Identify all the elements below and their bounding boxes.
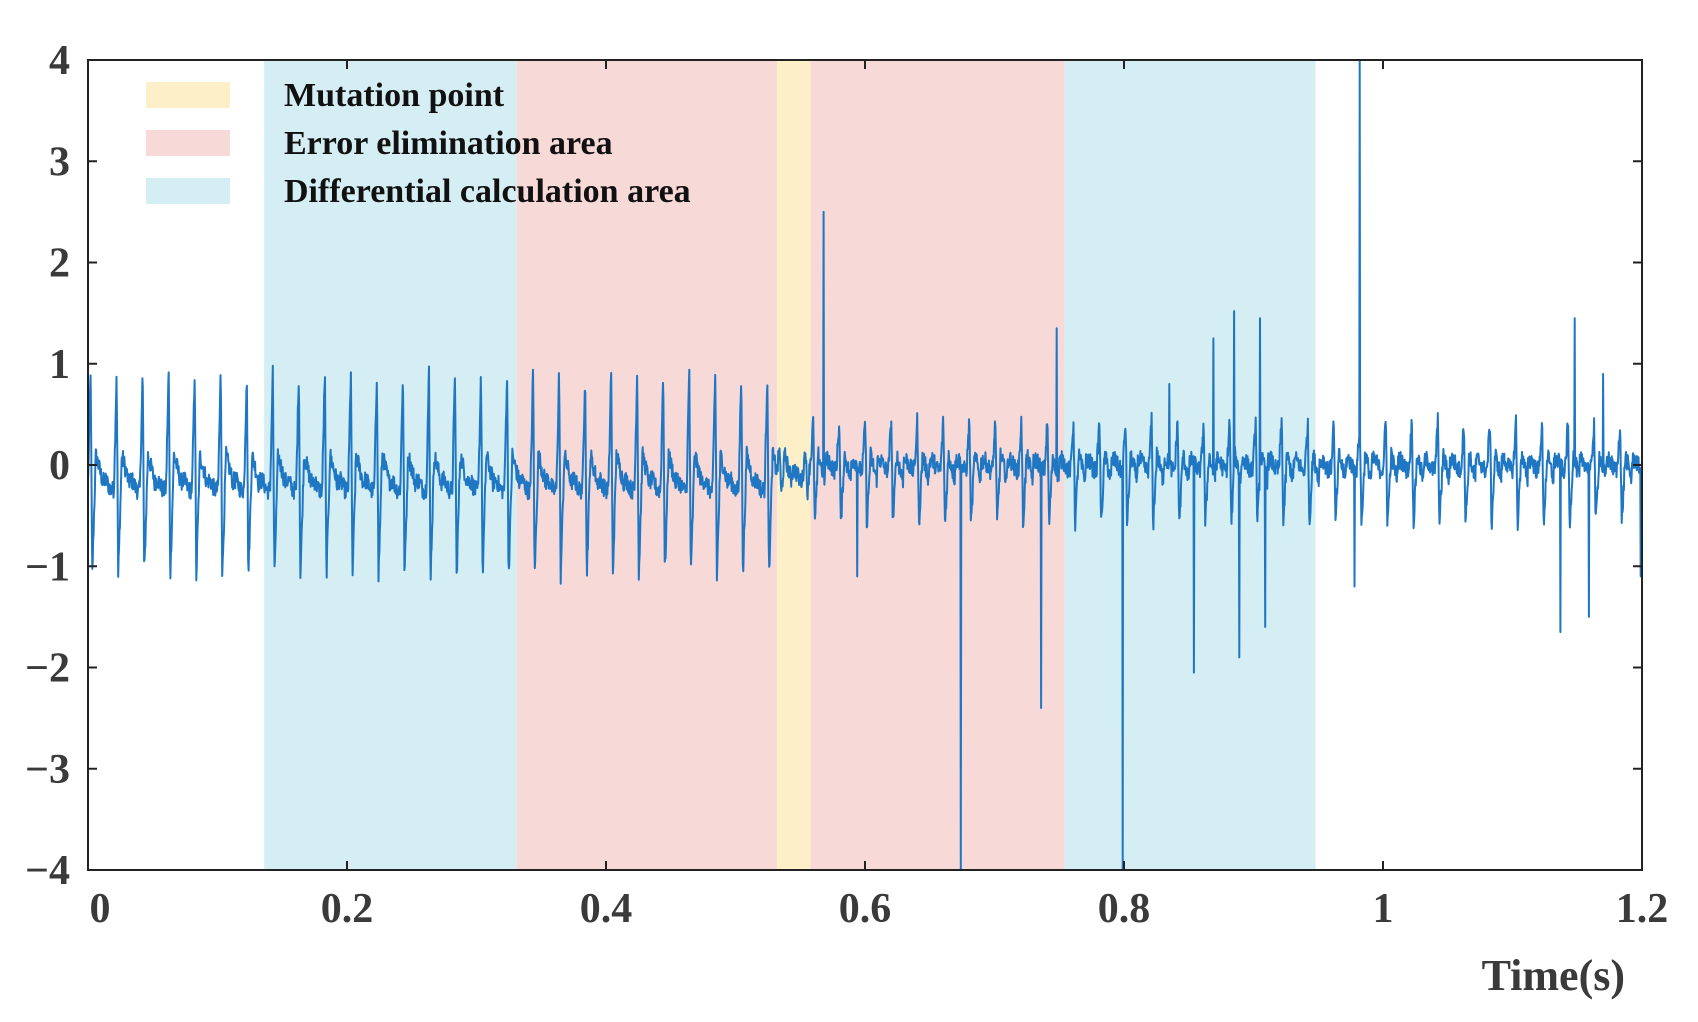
y-tick-label: −2 xyxy=(25,646,70,692)
y-tick-label: 1 xyxy=(49,342,70,388)
x-axis-ticks: 0 0.2 0.4 0.6 0.8 1 1.2 xyxy=(87,60,1669,932)
x-tick-label: 0.8 xyxy=(1098,886,1151,932)
y-tick-label: 3 xyxy=(49,139,70,185)
x-tick-label: 0.4 xyxy=(580,886,633,932)
legend-label-0: Mutation point xyxy=(284,77,505,114)
x-tick-label: 0.6 xyxy=(839,886,892,932)
x-tick-label: 0 xyxy=(90,886,111,932)
y-tick-label: 2 xyxy=(49,241,70,287)
signal-series-line xyxy=(88,60,1642,870)
legend: Mutation point Error elimination area Diff… xyxy=(146,77,691,210)
legend-swatch-1 xyxy=(146,130,230,156)
x-tick-label: 1 xyxy=(1373,886,1394,932)
legend-swatch-0 xyxy=(146,82,230,108)
legend-label-1: Error elimination area xyxy=(284,125,613,162)
y-tick-label: −4 xyxy=(25,848,70,894)
y-tick-label: 4 xyxy=(49,38,70,84)
x-axis-title: Time(s) xyxy=(1482,951,1625,1000)
y-axis-ticks: 4 3 2 1 0 −1 −2 −3 −4 xyxy=(25,38,1642,894)
y-tick-label: −1 xyxy=(25,544,70,590)
legend-swatch-2 xyxy=(146,178,230,204)
legend-label-2: Differential calculation area xyxy=(284,173,691,210)
y-tick-label: 0 xyxy=(49,443,70,489)
x-tick-label: 0.2 xyxy=(321,886,374,932)
x-tick-label: 1.2 xyxy=(1616,886,1669,932)
y-tick-label: −3 xyxy=(25,747,70,793)
